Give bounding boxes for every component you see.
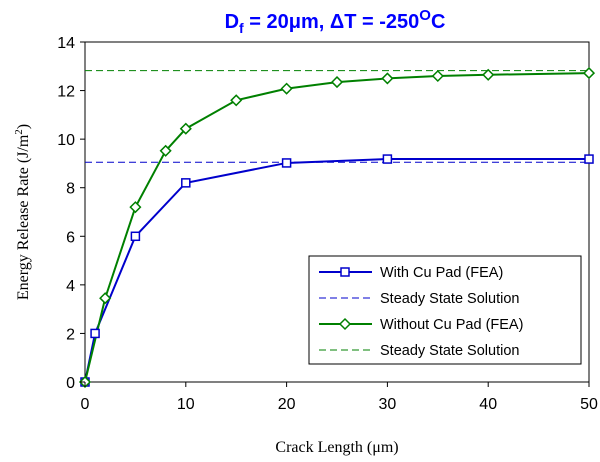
- legend-entry-label: With Cu Pad (FEA): [380, 265, 503, 281]
- data-point-diamond: [482, 68, 495, 81]
- data-point-diamond: [179, 122, 192, 135]
- x-tick-label: 30: [379, 396, 397, 413]
- x-tick-label: 0: [81, 396, 90, 413]
- data-point-square: [281, 158, 292, 168]
- legend-box: [308, 255, 582, 365]
- data-point-square: [382, 154, 393, 164]
- y-tick-label: 12: [57, 84, 75, 101]
- series-line-2: [84, 72, 590, 383]
- legend: With Cu Pad (FEA) Steady State Solution Wi…: [308, 255, 582, 365]
- y-tick-label: 0: [66, 375, 75, 392]
- y-axis-ticks: 0 2 4 6 8 10 12 14: [57, 35, 85, 392]
- x-tick-label: 20: [278, 396, 296, 413]
- y-tick-label: 2: [66, 326, 75, 343]
- data-point-square: [181, 178, 191, 188]
- x-tick-label: 40: [479, 396, 497, 413]
- legend-entry-label: Steady State Solution: [380, 291, 519, 307]
- data-point-diamond: [159, 144, 172, 157]
- data-point-diamond: [330, 76, 344, 89]
- y-tick-label: 14: [57, 35, 75, 52]
- legend-swatch-marker: [340, 267, 350, 277]
- data-point-diamond: [99, 292, 112, 305]
- data-point-diamond: [431, 69, 444, 83]
- data-point-diamond: [230, 94, 243, 107]
- data-point-diamond: [381, 72, 394, 85]
- x-axis-label: Crack Length (μm): [275, 439, 398, 456]
- data-point-square: [90, 328, 100, 339]
- steady-state-lines: [85, 70, 589, 163]
- y-tick-label: 8: [66, 181, 75, 198]
- y-tick-label: 10: [57, 132, 75, 149]
- legend-swatch-marker: [338, 317, 352, 331]
- data-point-diamond: [280, 82, 293, 95]
- data-point-diamond: [582, 67, 596, 80]
- legend-entry-label: Without Cu Pad (FEA): [380, 317, 523, 333]
- y-tick-label: 4: [66, 278, 75, 295]
- x-tick-label: 10: [177, 396, 195, 413]
- x-tick-label: 50: [580, 396, 598, 413]
- y-axis-label: Energy Release Rate (J/m2): [13, 124, 32, 300]
- data-point-square: [130, 231, 141, 242]
- chart-title: Df = 20μm, ΔT = -250OC: [225, 7, 446, 36]
- legend-entry-label: Steady State Solution: [380, 343, 519, 359]
- data-point-square: [584, 154, 594, 164]
- data-point-diamond: [129, 201, 142, 214]
- plot-area: [84, 41, 590, 383]
- x-axis-ticks: 0 10 20 30 40 50: [81, 382, 598, 413]
- y-tick-label: 6: [66, 229, 75, 246]
